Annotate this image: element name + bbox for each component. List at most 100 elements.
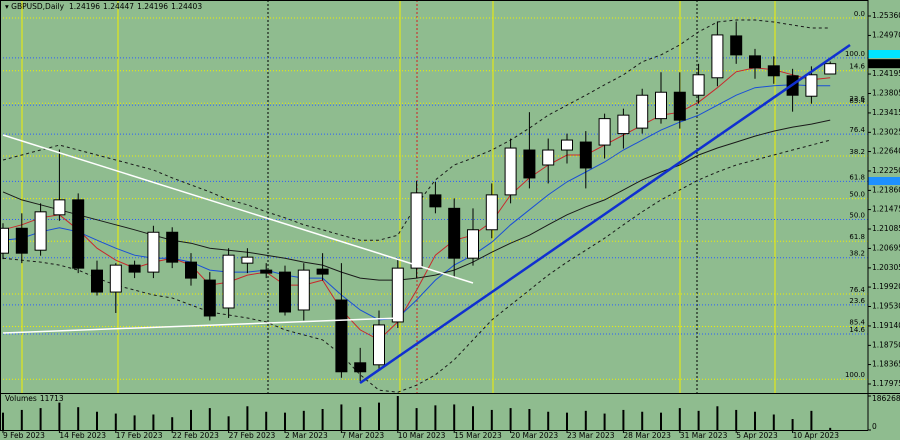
x-tick-label: 27 Feb 2023 — [229, 431, 276, 440]
candle-body — [767, 65, 780, 77]
x-tick-label: 14 Feb 2023 — [59, 431, 106, 440]
x-tick-label: 5 Apr 2023 — [736, 431, 778, 440]
candle-body — [260, 269, 273, 274]
candle-body — [598, 118, 611, 146]
candle-body — [636, 94, 649, 129]
candle-body — [185, 261, 197, 279]
candle-body — [109, 264, 122, 293]
x-tick-label: 15 Mar 2023 — [454, 431, 502, 440]
y-tick-label: 1.19920 — [872, 282, 900, 291]
axis-marker — [868, 177, 900, 185]
volume-last: 11713 — [40, 394, 64, 403]
header-high: 1.24447 — [103, 2, 134, 11]
chart-title: GBPUSD,Daily — [11, 2, 64, 11]
candle-body — [0, 227, 9, 254]
y-tick-label: 1.24195 — [872, 69, 900, 78]
x-tick-label: 9 Feb 2023 — [3, 431, 45, 440]
candle-body — [222, 254, 235, 309]
chart-header: ▾ GBPUSD,Daily 1.24196 1.24447 1.24196 1.244… — [5, 2, 202, 11]
x-tick-label: 17 Feb 2023 — [116, 431, 163, 440]
fib-level-label: 76.4 — [849, 126, 865, 134]
candle-body — [410, 192, 423, 269]
volume-header: Volumes 11713 — [5, 394, 64, 403]
candle-body — [579, 141, 592, 169]
y-tick-label: 1.23415 — [872, 108, 900, 117]
y-tick-label: 1.21860 — [872, 185, 900, 194]
candle-body — [166, 231, 179, 263]
candle-body — [53, 199, 66, 216]
y-tick-label: 1.25360 — [872, 11, 900, 20]
last-price-label: 1.24403 — [872, 59, 900, 68]
x-tick-label: 2 Mar 2023 — [285, 431, 328, 440]
fib-level-label: 50.0 — [849, 212, 865, 220]
y-tick-label: 1.23025 — [872, 127, 900, 136]
indicator-line — [2, 19, 831, 241]
candle-body — [128, 264, 141, 273]
x-tick-label: 22 Feb 2023 — [172, 431, 219, 440]
candle-body — [316, 268, 329, 275]
fib-level-label: 100.0 — [845, 371, 865, 379]
candle-body — [448, 207, 461, 259]
candle-body — [692, 74, 705, 96]
fib-level-label: 14.6 — [849, 63, 865, 71]
fib-level-label: 61.8 — [849, 233, 865, 241]
candle-body — [749, 55, 761, 69]
y-tick-label: 1.22250 — [872, 166, 900, 175]
candle-body — [15, 227, 28, 254]
indicator-line — [2, 84, 831, 321]
candle-body — [203, 279, 216, 317]
y-tick-label: 1.18365 — [872, 360, 900, 369]
x-tick-label: 10 Apr 2023 — [793, 431, 840, 440]
x-tick-label: 28 Mar 2023 — [623, 431, 671, 440]
fib-level-label: 85.4 — [849, 319, 865, 327]
trend-line — [2, 317, 401, 334]
axis-marker — [868, 50, 900, 58]
last-price-box — [868, 59, 900, 69]
fib-level-label: 61.8 — [849, 173, 865, 181]
fib-level-label: 100.0 — [845, 50, 865, 58]
candle-body — [354, 362, 367, 373]
candle-body — [561, 139, 573, 151]
drawings — [2, 43, 851, 385]
candle-body — [279, 271, 291, 313]
indicator-line — [2, 67, 831, 341]
y-tick-label: 1.19140 — [872, 321, 900, 330]
y-tick-label: 1.24970 — [872, 30, 900, 39]
fib-level-label: 23.6 — [849, 297, 865, 305]
candle-body — [429, 194, 442, 208]
fib-level-label: 0.0 — [854, 10, 865, 18]
trend-line — [359, 43, 851, 385]
indicator-line — [2, 119, 831, 281]
candle-body — [297, 269, 310, 311]
x-tick-label: 20 Mar 2023 — [511, 431, 559, 440]
y-tick-label: 1.20695 — [872, 243, 900, 252]
candle-body — [673, 91, 686, 121]
candle-body — [335, 299, 348, 373]
fib-level-label: 38.2 — [849, 250, 865, 258]
y-tick-label: 1.21085 — [872, 224, 900, 233]
candle-body — [617, 114, 630, 135]
candle-body — [485, 194, 498, 231]
trend-line — [2, 134, 474, 284]
y-tick-label: 1.21475 — [872, 205, 900, 214]
candle-body — [711, 34, 724, 79]
candle-body — [805, 74, 818, 97]
candle-body — [147, 231, 160, 273]
candle-body — [655, 91, 667, 120]
candle-body — [523, 149, 536, 179]
fib-level-label: 50.0 — [849, 191, 865, 199]
plot-data — [0, 19, 837, 393]
fib-level-label: 38.2 — [849, 148, 865, 156]
candle-body — [241, 256, 254, 264]
x-tick-label: 10 Mar 2023 — [398, 431, 446, 440]
x-tick-label: 31 Mar 2023 — [680, 431, 728, 440]
y-tick-label: 1.23805 — [872, 88, 900, 97]
candle-body — [824, 63, 837, 75]
candle-body — [91, 269, 103, 293]
candle-body — [72, 199, 85, 269]
candle-body — [467, 229, 479, 259]
x-tick-label: 7 Mar 2023 — [341, 431, 384, 440]
volume-tick-label: 0 — [872, 422, 877, 431]
volume-title: Volumes — [5, 394, 37, 403]
